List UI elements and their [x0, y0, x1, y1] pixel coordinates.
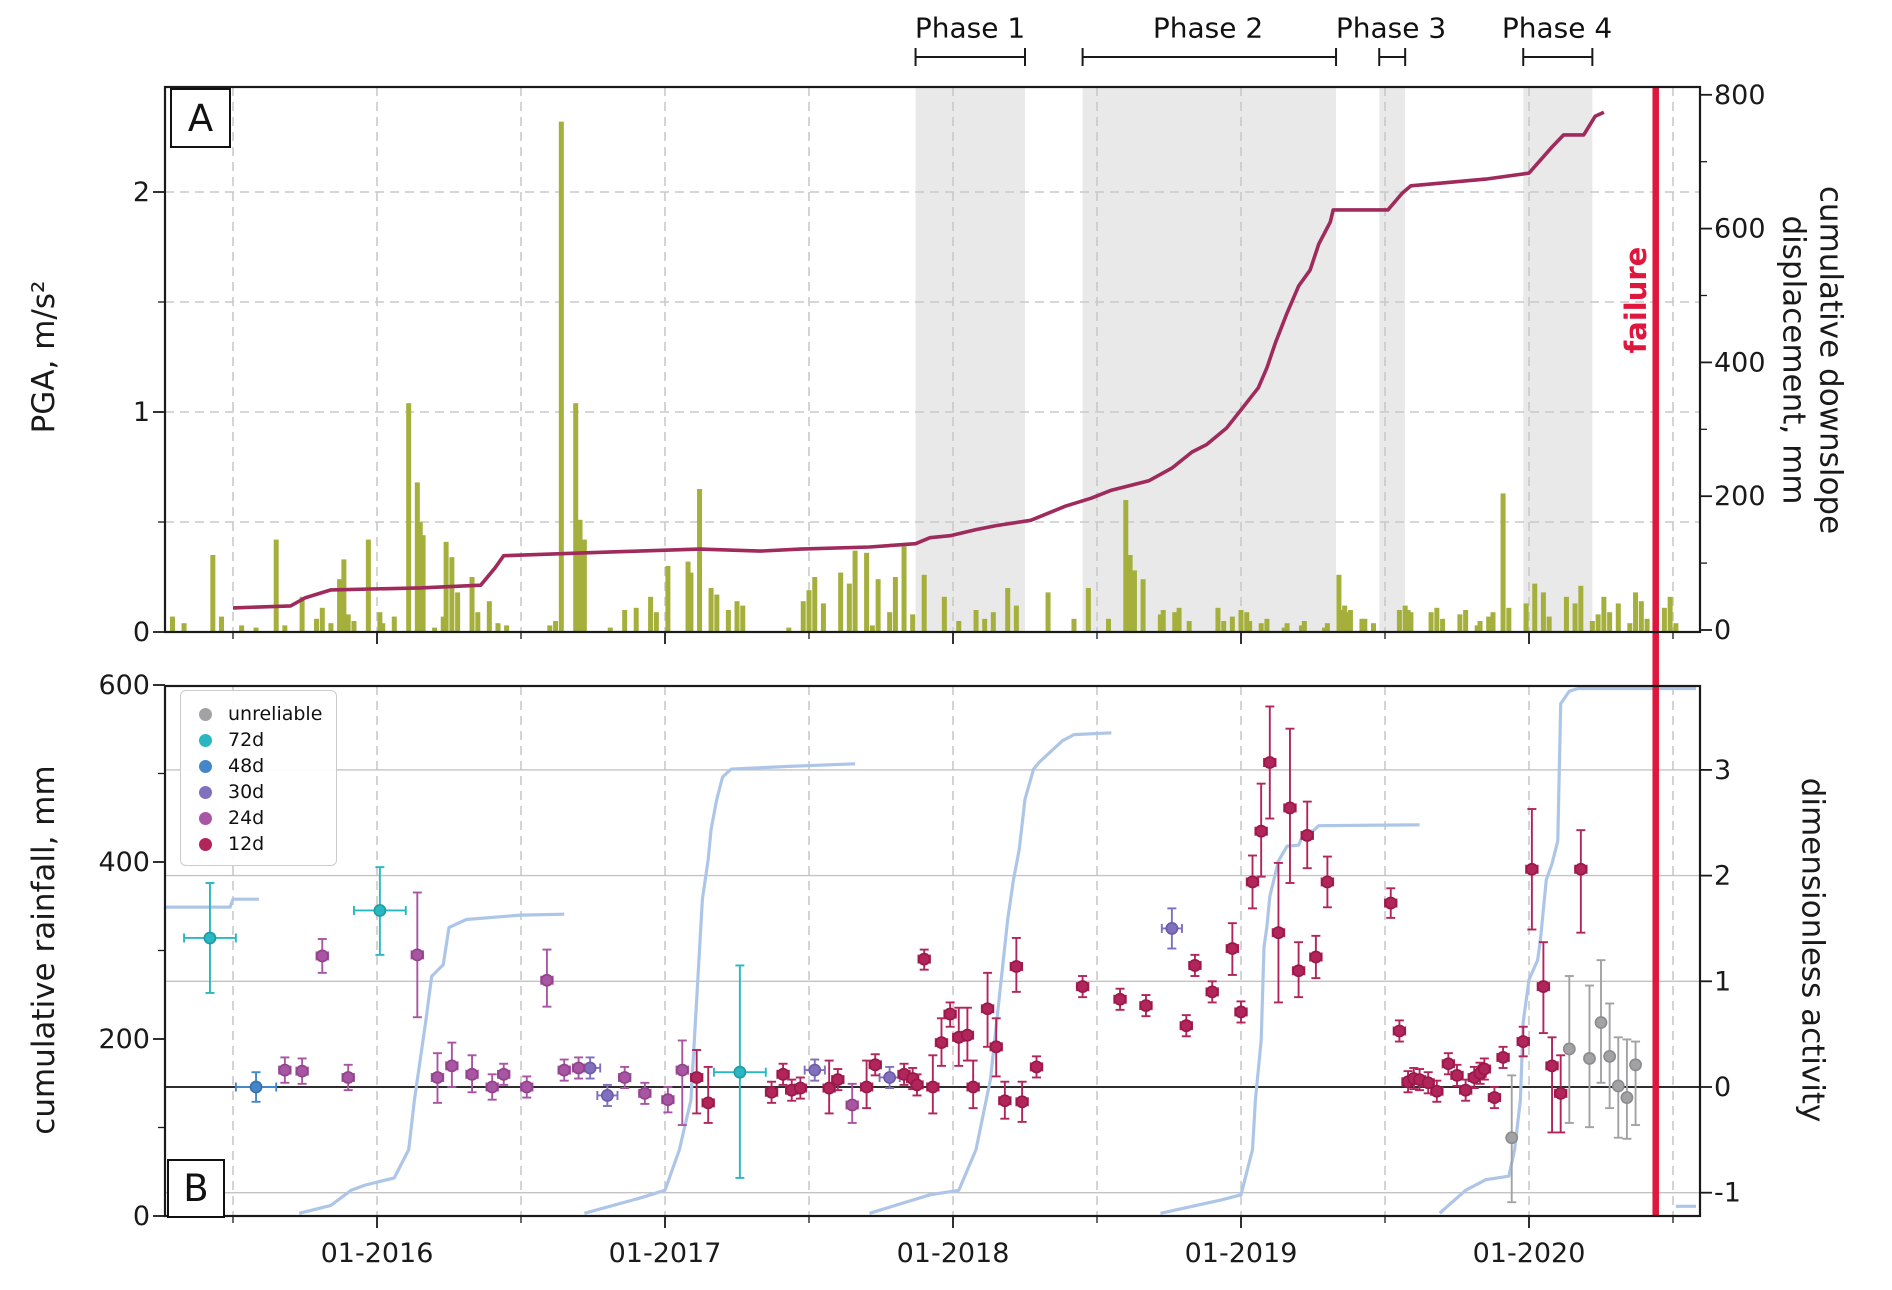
x-tick-label: 01-2020 — [1473, 1238, 1586, 1269]
legend-item-label: 12d — [228, 833, 265, 855]
axis-ticks — [153, 93, 1712, 1228]
displacement-line — [232, 110, 1605, 610]
legend-marker-icon — [199, 707, 212, 721]
x-tick-label: 01-2016 — [321, 1238, 434, 1269]
rainfall-tick-label: 200 — [98, 1024, 150, 1055]
legend-item-label: 48d — [228, 755, 265, 777]
panel-b-label: B — [167, 1159, 225, 1218]
panel-a-label: A — [170, 88, 231, 148]
displacement-tick-label: 400 — [1714, 347, 1766, 378]
rainfall-tick-label: 600 — [98, 670, 150, 701]
pga-tick-label: 0 — [133, 617, 150, 648]
activity-tick-label: 1 — [1714, 966, 1731, 997]
displacement-axis-title: cumulative downslope displacement, mm — [1775, 185, 1849, 535]
legend-marker-icon — [199, 759, 212, 773]
displacement-axis-title-line1: cumulative downslope — [1812, 185, 1849, 535]
displacement-tick-label: 800 — [1714, 80, 1766, 111]
legend-item-label: 24d — [228, 807, 265, 829]
scatter-points — [203, 756, 1642, 1145]
displacement-tick-label: 200 — [1714, 481, 1766, 512]
failure-annotation: failure — [1618, 246, 1653, 354]
pga-tick-label: 1 — [133, 397, 150, 428]
legend-item-label: 30d — [228, 781, 265, 803]
legend-marker-icon — [199, 837, 212, 851]
legend-marker-icon — [199, 785, 212, 799]
legend-item-12d: 12d — [193, 831, 322, 857]
phase-2-label: Phase 2 — [1152, 11, 1264, 45]
pga-tick-label: 2 — [133, 177, 150, 208]
legend-item-30d: 30d — [193, 779, 322, 805]
x-tick-label: 01-2018 — [897, 1238, 1010, 1269]
scatter-error-bars — [183, 705, 1641, 1204]
legend-item-label: 72d — [228, 729, 265, 751]
legend-item-unreliable: unreliable — [193, 701, 322, 727]
legend-item-24d: 24d — [193, 805, 322, 831]
x-tick-label: 01-2017 — [609, 1238, 722, 1269]
phase-shading — [915, 87, 1593, 632]
legend-item-48d: 48d — [193, 753, 322, 779]
activity-tick-label: 2 — [1714, 861, 1731, 892]
pga-axis-title: PGA, m/s² — [26, 280, 62, 434]
displacement-axis-title-line2: displacement, mm — [1776, 215, 1812, 505]
rainfall-tick-label: 0 — [133, 1201, 150, 1232]
legend: unreliable 72d 48d 30d 24d 12d — [180, 690, 338, 866]
phase-brackets — [914, 48, 1594, 66]
tick-labels: 01-2016 01-2017 01-2018 01-2019 01-2020 0 1 2 0 2… — [98, 80, 1765, 1269]
phase-4-label: Phase 4 — [1501, 11, 1613, 45]
activity-tick-label: -1 — [1714, 1178, 1741, 1209]
rainfall-axis-title: cumulative rainfall, mm — [26, 765, 62, 1135]
activity-tick-label: 3 — [1714, 755, 1731, 786]
rainfall-tick-label: 400 — [98, 847, 150, 878]
phase-3-label: Phase 3 — [1335, 11, 1447, 45]
legend-item-label: unreliable — [228, 703, 323, 725]
gridlines — [165, 87, 1700, 1216]
x-tick-label: 01-2019 — [1185, 1238, 1298, 1269]
rainfall-lines — [163, 686, 1696, 1215]
legend-marker-icon — [199, 733, 212, 747]
displacement-tick-label: 0 — [1714, 615, 1731, 646]
legend-marker-icon — [199, 811, 212, 825]
displacement-tick-label: 600 — [1714, 214, 1766, 245]
activity-axis-title: dimensionless activity — [1794, 777, 1831, 1123]
legend-item-72d: 72d — [193, 727, 322, 753]
activity-tick-label: 0 — [1714, 1072, 1731, 1103]
phase-1-label: Phase 1 — [914, 11, 1026, 45]
